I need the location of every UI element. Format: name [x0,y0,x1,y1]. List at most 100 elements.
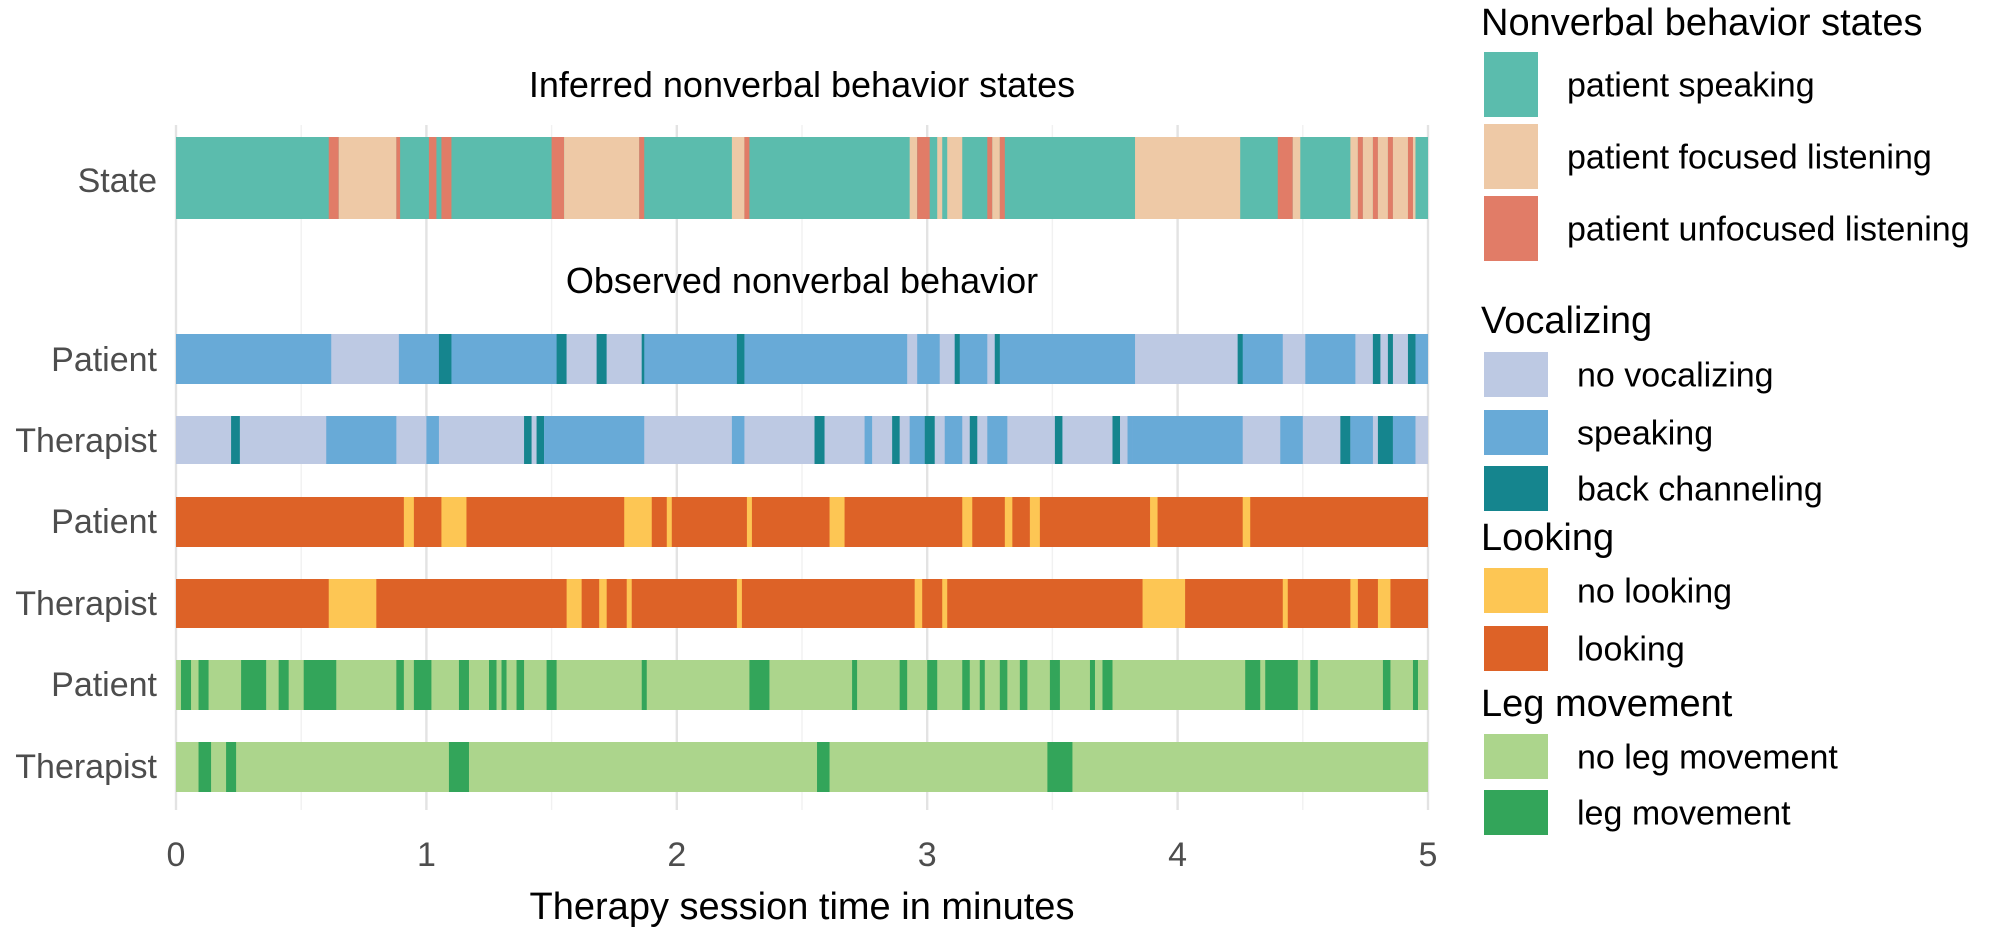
bar-segment-no-looking [829,497,845,547]
legend-group-3: Leg movement no leg movement leg movement [1481,683,1838,835]
bar-segment-looking [176,579,1428,628]
bar-segment-leg-movement [181,660,192,710]
bar-segment-no-looking [1004,497,1013,547]
bar-segment-no-vocalizing [331,334,399,384]
bar-segment-no-vocalizing [907,334,918,384]
bar-segment-leg-movement [303,660,337,710]
legend-label-looking: looking [1577,631,1685,669]
legend-group-2: Looking no looking looking [1481,517,1732,671]
row-voc_patient [176,334,1428,384]
bar-segment-back-channeling [438,334,452,384]
bar-segment-leg-movement [1245,660,1261,710]
bar-segment-no-looking [626,579,632,628]
bar-segment-patient-focused-listening [947,137,963,219]
bar-segment-leg-movement [198,660,209,710]
bar-segment-no-vocalizing [1135,334,1238,384]
bar-segment-leg-movement [241,660,267,710]
bar-segment-leg-movement [226,742,237,792]
bar-segment-no-vocalizing [1392,334,1408,384]
bar-segment-leg-movement [278,660,289,710]
bar-segment-patient-focused-listening [1362,137,1373,219]
bar-segment-back-channeling [556,334,567,384]
legend-swatch-no-vocalizing [1484,352,1548,397]
bar-segment-no-leg-movement [176,660,1428,710]
bar-segment-no-vocalizing [1355,334,1373,384]
timeline-bars [176,137,1428,792]
legend-label-patient-speaking: patient speaking [1567,67,1815,105]
bar-segment-no-looking [441,497,467,547]
bar-segment-leg-movement [899,660,908,710]
bar-segment-back-channeling [1340,416,1351,464]
bar-segment-patient-unfocused-listening [917,137,930,219]
row-labels: State Patient Therapist Patient Therapist Pat… [15,162,157,786]
bar-segment-no-looking [1142,579,1186,628]
bar-segment-no-vocalizing [1380,334,1388,384]
bar-segment-patient-unfocused-listening [1387,137,1393,219]
bar-segment-back-channeling [1054,416,1063,464]
bar-segment-back-channeling [736,334,745,384]
bar-segment-patient-focused-listening [1392,137,1408,219]
bar-segment-leg-movement [1089,660,1095,710]
bar-segment-back-channeling [596,334,607,384]
bar-segment-patient-unfocused-listening [639,137,645,219]
bar-segment-patient-focused-listening [1412,137,1416,219]
x-tick-label-5: 5 [1419,836,1438,874]
bar-segment-no-leg-movement [176,742,1428,792]
bar-segment-back-channeling [1237,334,1243,384]
x-tick-label-2: 2 [667,836,686,874]
bar-segment-patient-unfocused-listening [987,137,993,219]
bar-segment-leg-movement [749,660,770,710]
bar-segment-speaking [909,416,925,464]
bar-segment-patient-focused-listening [1135,137,1241,219]
bar-segment-speaking [731,416,745,464]
bar-segment-speaking [864,416,873,464]
bar-segment-patient-unfocused-listening [428,137,437,219]
bar-segment-no-looking [1350,579,1358,628]
bar-segment-speaking [1127,416,1133,464]
bar-segment-speaking [1132,416,1243,464]
bar-segment-back-channeling [524,416,532,464]
bar-segment-leg-movement [546,660,557,710]
bar-segment-back-channeling [1377,416,1393,464]
legend-swatch-patient-unfocused-listening [1484,196,1538,261]
legend-label-no-looking: no looking [1577,573,1732,611]
x-tick-label-3: 3 [918,836,937,874]
bar-segment-speaking [1280,416,1303,464]
legend-swatch-patient-focused-listening [1484,124,1538,189]
bar-segment-patient-focused-listening [909,137,918,219]
legend-swatch-no-leg-movement [1484,734,1548,779]
row-leg_patient [176,660,1428,710]
bar-segment-patient-unfocused-listening [1357,137,1363,219]
bar-segment-leg-movement [396,660,404,710]
row-look_therapist [176,579,1428,628]
legend-label-patient-unfocused-listening: patient unfocused listening [1567,211,1970,249]
legend: Nonverbal behavior states patient speakin… [1481,2,1970,835]
bar-segment-back-channeling [1407,334,1416,384]
bar-segment-back-channeling [1372,334,1381,384]
legend-label-no-vocalizing: no vocalizing [1577,357,1774,395]
bar-segment-leg-movement [413,660,432,710]
bar-segment-no-vocalizing [566,334,597,384]
bar-segment-back-channeling [954,334,960,384]
x-tick-label-0: 0 [167,836,186,874]
bar-segment-no-looking [1282,579,1288,628]
row-label-voc-patient: Patient [51,341,157,379]
bar-segment-no-looking [914,579,923,628]
legend-title: Leg movement [1481,683,1733,725]
row-state [176,137,1428,219]
bar-segment-no-looking [328,579,377,628]
bar-segment-leg-movement [962,660,970,710]
bar-segment-back-channeling [814,416,825,464]
legend-swatch-leg-movement [1484,790,1548,835]
row-label-look-patient: Patient [51,503,157,541]
legend-title: Looking [1481,517,1614,559]
bar-segment-no-vocalizing [939,334,955,384]
bar-segment-no-vocalizing [1282,334,1306,384]
bar-segment-patient-focused-listening [1350,137,1358,219]
bar-segment-patient-focused-listening [1292,137,1301,219]
legend-swatch-speaking [1484,410,1548,455]
bar-segment-leg-movement [817,742,830,792]
bar-segment-no-looking [599,579,607,628]
panel-title-observed: Observed nonverbal behavior [566,260,1038,301]
